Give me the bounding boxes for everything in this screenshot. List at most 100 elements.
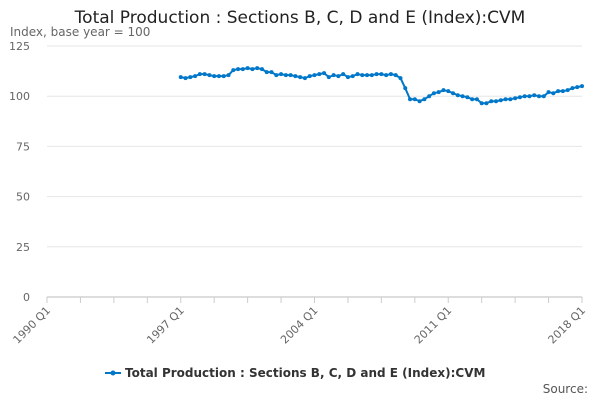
data-point [336, 74, 341, 79]
data-point [178, 75, 183, 80]
data-point [436, 90, 441, 95]
data-point [345, 75, 350, 80]
data-point [398, 76, 403, 81]
data-point [489, 99, 494, 104]
data-point [570, 86, 575, 91]
x-tick-label: 1997 Q1 [144, 304, 187, 347]
data-point [446, 89, 451, 94]
y-tick-label: 0 [23, 291, 30, 304]
data-point [427, 94, 432, 99]
data-point [259, 67, 264, 72]
legend-label: Total Production : Sections B, C, D and … [125, 366, 485, 380]
data-point [565, 88, 570, 93]
data-point [355, 72, 360, 77]
data-point [474, 97, 479, 102]
data-point [455, 93, 460, 98]
data-point [322, 71, 327, 76]
data-point [408, 97, 413, 102]
data-point [264, 70, 269, 75]
data-point [527, 94, 532, 99]
data-point [365, 73, 370, 78]
data-point [288, 73, 293, 78]
data-point [560, 89, 565, 94]
data-point [537, 94, 542, 99]
data-point [417, 99, 422, 104]
data-point [221, 74, 226, 79]
data-point [293, 74, 298, 79]
data-point [465, 95, 470, 100]
data-point [412, 97, 417, 102]
data-point [379, 72, 384, 77]
data-point [350, 74, 355, 79]
data-point [522, 94, 527, 99]
data-point [441, 88, 446, 93]
chart-title: Total Production : Sections B, C, D and … [74, 8, 526, 28]
data-point [575, 85, 580, 90]
data-point [403, 86, 408, 91]
y-tick-label: 125 [9, 40, 30, 53]
x-tick-label: 2018 Q1 [546, 304, 589, 347]
data-point [369, 73, 374, 78]
x-tick-label: 2011 Q1 [412, 304, 455, 347]
data-point [498, 98, 503, 103]
data-point [207, 73, 212, 78]
data-point [317, 72, 322, 77]
y-tick-label: 75 [16, 140, 30, 153]
data-point [384, 73, 389, 78]
data-point [541, 94, 546, 99]
y-tick-label: 25 [16, 241, 30, 254]
data-point [517, 95, 522, 100]
data-point [580, 84, 584, 89]
data-point [274, 73, 279, 78]
data-point [470, 97, 475, 102]
data-point [307, 74, 312, 79]
y-tick-label: 100 [9, 90, 30, 103]
data-point [226, 73, 231, 78]
data-point [255, 66, 260, 71]
data-point [283, 73, 288, 78]
data-point [431, 91, 436, 96]
data-point [216, 74, 221, 79]
data-point [494, 99, 499, 104]
data-point [298, 75, 303, 80]
data-point [360, 73, 365, 78]
data-point [269, 70, 274, 75]
data-point [374, 72, 379, 77]
x-tick-label: 1990 Q1 [11, 304, 54, 347]
x-tick-label: 2004 Q1 [278, 304, 321, 347]
data-point [245, 66, 250, 71]
data-point [551, 91, 556, 96]
data-point [193, 74, 198, 79]
source-label: Source: [542, 382, 588, 396]
data-point [331, 73, 336, 78]
data-point [393, 73, 398, 78]
data-point [183, 76, 188, 81]
data-point [479, 101, 484, 106]
data-point [326, 75, 331, 80]
data-point [556, 89, 561, 94]
data-point [532, 93, 537, 98]
data-point [236, 67, 241, 72]
data-point [188, 75, 193, 80]
data-point [484, 101, 489, 106]
data-point [508, 97, 513, 102]
data-point [341, 72, 346, 77]
data-point [240, 67, 245, 72]
data-point [212, 74, 217, 79]
data-point [460, 94, 465, 99]
data-point [202, 72, 207, 77]
data-point [422, 97, 427, 102]
data-point [546, 90, 551, 95]
data-point [231, 68, 236, 73]
data-point [451, 91, 456, 96]
legend-marker [110, 370, 116, 376]
data-point [388, 72, 393, 77]
data-point [250, 67, 255, 72]
data-point [312, 73, 317, 78]
y-tick-label: 50 [16, 191, 30, 204]
data-point [197, 72, 202, 77]
data-point [513, 96, 518, 101]
data-point [302, 76, 307, 81]
data-point [503, 97, 508, 102]
